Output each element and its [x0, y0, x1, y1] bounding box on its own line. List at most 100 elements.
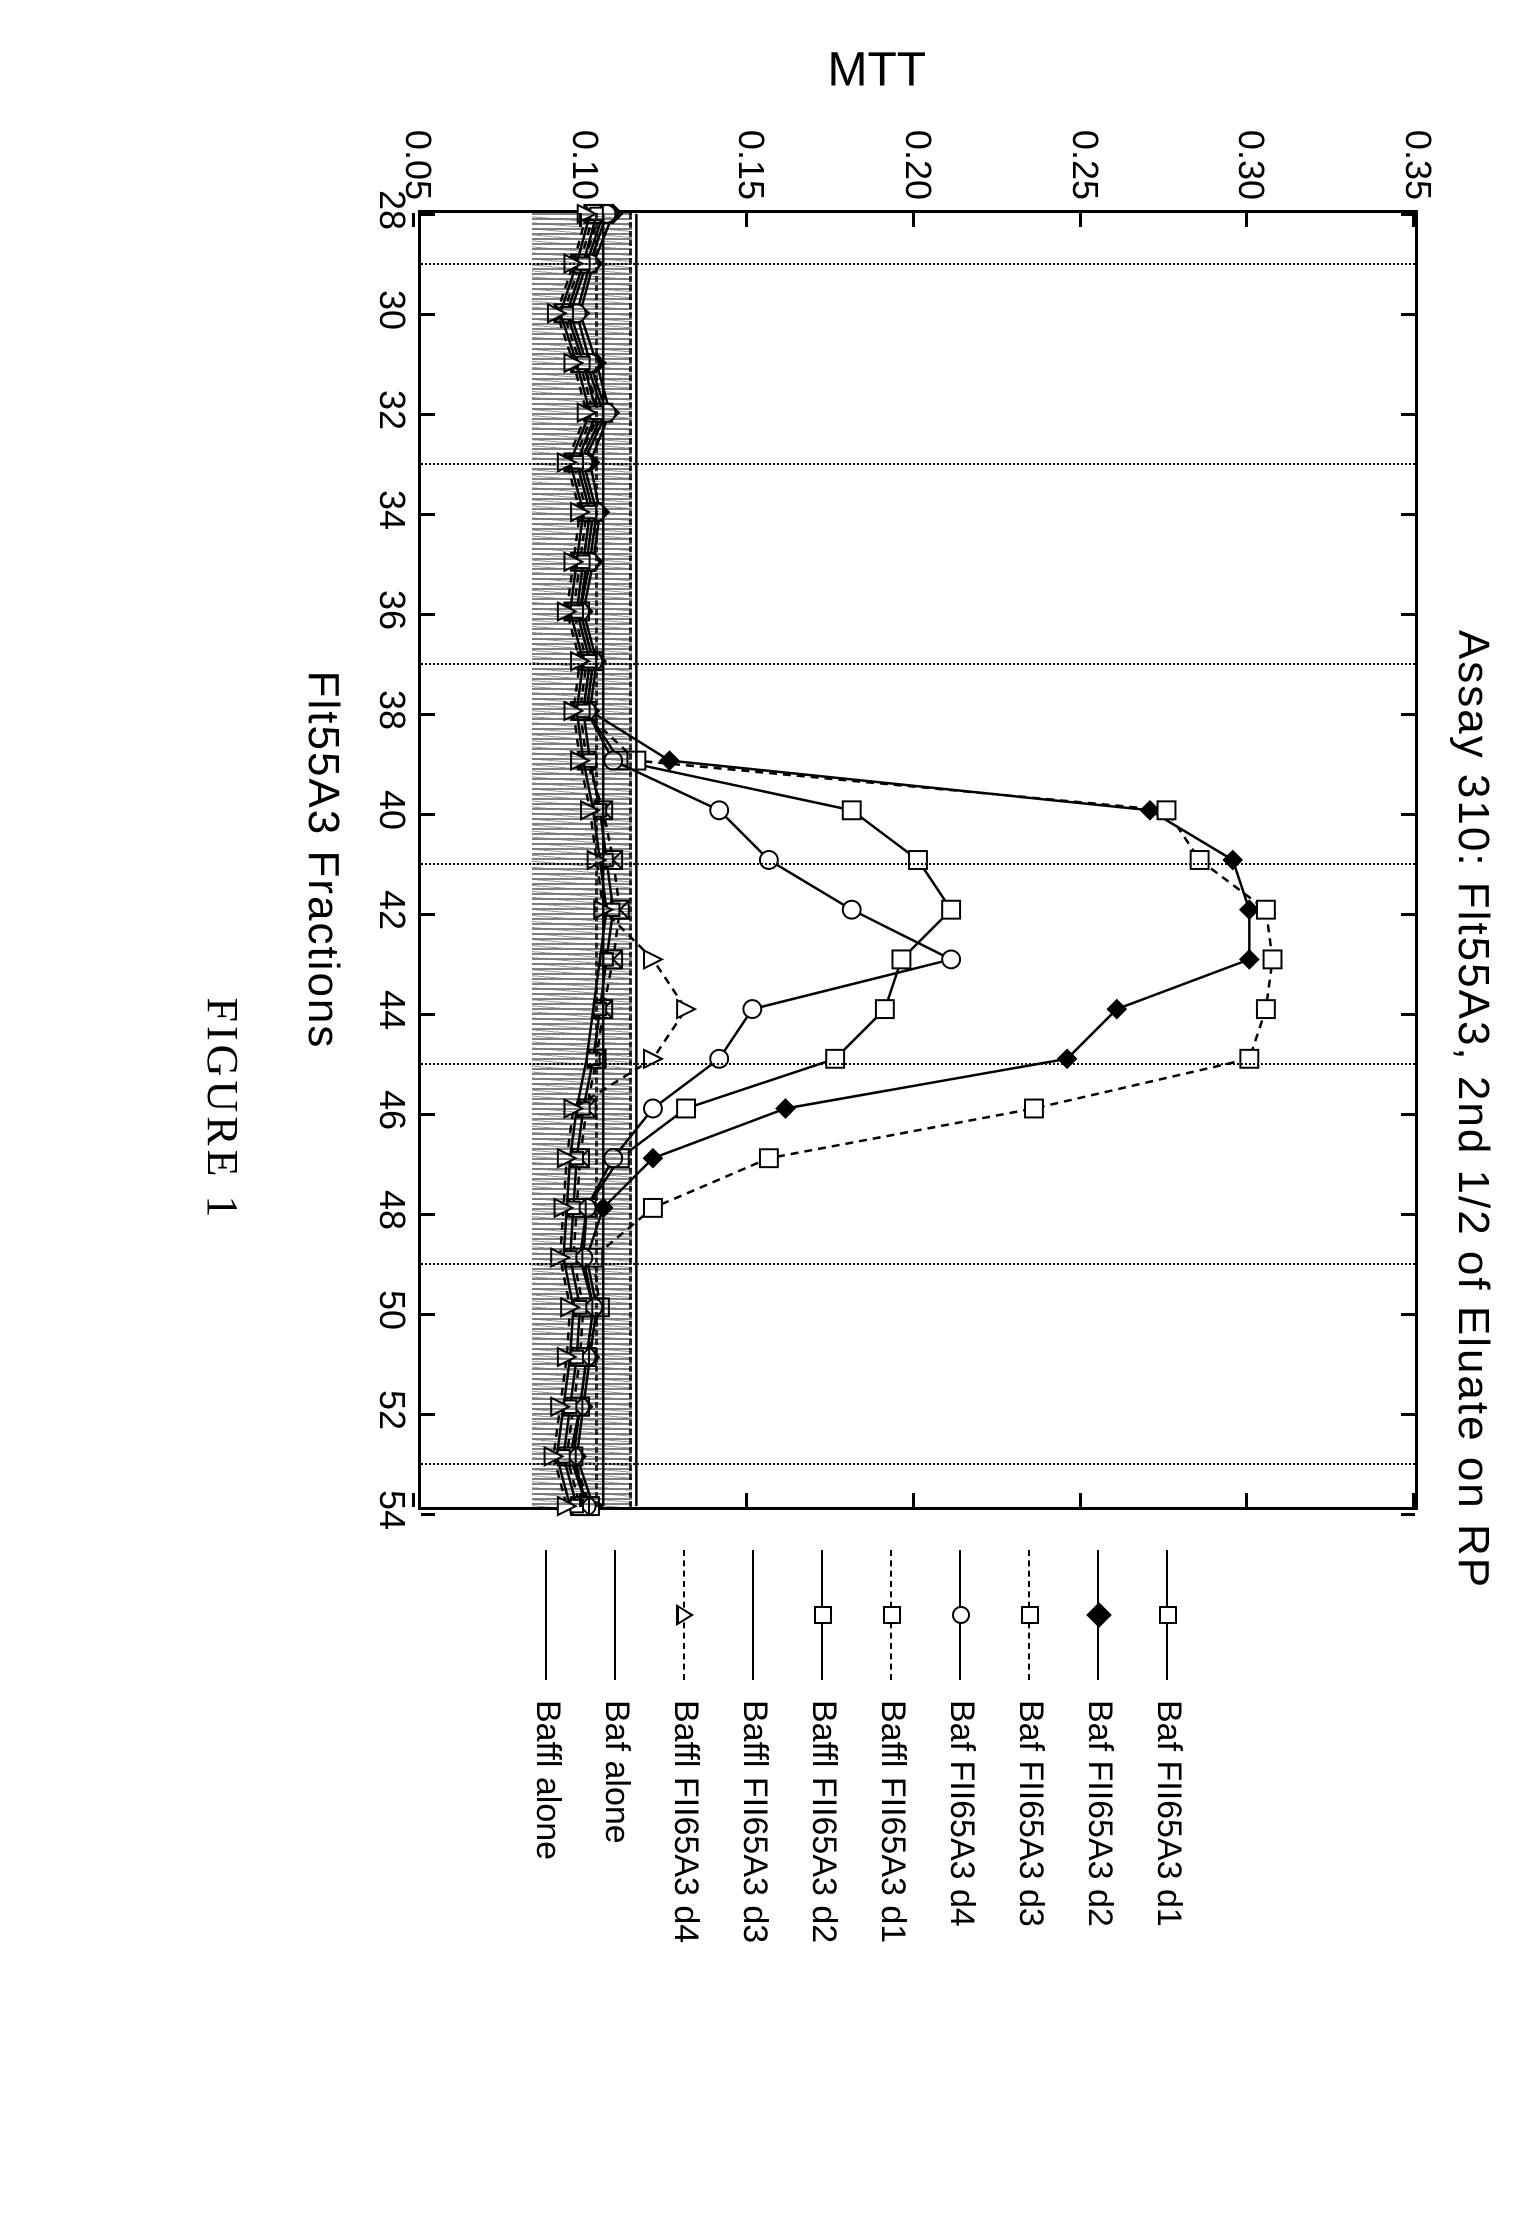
plot-column: 0.050.100.150.200.250.300.35 28303234363… — [298, 100, 1418, 1510]
axis-tick — [579, 213, 582, 227]
y-tick-label: 0.20 — [897, 130, 939, 200]
figure-caption: FIGURE 1 — [197, 40, 248, 2179]
axis-tick — [421, 313, 435, 316]
axis-tick — [1245, 213, 1248, 227]
legend-item: Baf alone — [597, 1550, 636, 1943]
axis-tick — [421, 513, 435, 516]
axis-tick — [745, 213, 748, 227]
x-tick-label: 48 — [371, 1190, 413, 1230]
x-tick-label: 42 — [371, 890, 413, 930]
axis-tick — [1401, 913, 1415, 916]
axis-tick — [1401, 1413, 1415, 1416]
y-tick-label: 0.25 — [1064, 130, 1106, 200]
axis-tick — [1079, 1493, 1082, 1507]
axis-tick — [579, 1493, 582, 1507]
legend-item: Baffl FII65A3 d4 — [666, 1550, 705, 1943]
axis-tick — [1412, 1493, 1415, 1507]
legend-label: Baf FII65A3 d1 — [1149, 1700, 1188, 1927]
y-axis-label: MTT — [828, 43, 888, 98]
axis-tick — [421, 713, 435, 716]
chart-title: Assay 310: Flt55A3, 2nd 1/2 of Eluate on… — [1448, 40, 1498, 2179]
rotated-chart-container: Assay 310: Flt55A3, 2nd 1/2 of Eluate on… — [40, 40, 1498, 2179]
axis-tick — [1079, 213, 1082, 227]
axis-tick — [1401, 1113, 1415, 1116]
legend-line-icon — [1085, 1550, 1115, 1680]
axis-tick — [421, 1413, 435, 1416]
legend-marker-icon — [1022, 1606, 1040, 1624]
legend-marker-icon — [1087, 1602, 1112, 1627]
axis-tick — [421, 813, 435, 816]
y-tick-label: 0.35 — [1397, 130, 1439, 200]
axis-tick — [1401, 513, 1415, 516]
legend-marker-icon — [1160, 1606, 1178, 1624]
axis-tick — [1401, 1513, 1415, 1516]
legend-line-icon — [1016, 1550, 1046, 1680]
axis-tick — [421, 213, 435, 216]
axis-tick — [421, 1513, 435, 1516]
y-tick-label: 0.30 — [1230, 130, 1272, 200]
legend-label: Baf alone — [597, 1700, 636, 1844]
axis-tick — [421, 1213, 435, 1216]
legend-item: Baffl FII65A3 d3 — [735, 1550, 774, 1943]
x-tick-label: 52 — [371, 1390, 413, 1430]
x-tick-label: 50 — [371, 1290, 413, 1330]
legend-label: Baffl FII65A3 d1 — [873, 1700, 912, 1943]
axis-tick — [421, 913, 435, 916]
legend-marker-icon — [953, 1606, 971, 1624]
axis-tick — [912, 213, 915, 227]
x-tick-label: 46 — [371, 1090, 413, 1130]
legend-line-icon — [1154, 1550, 1184, 1680]
axis-tick — [421, 1313, 435, 1316]
axis-tick — [1401, 313, 1415, 316]
chart-wrapper: Assay 310: Flt55A3, 2nd 1/2 of Eluate on… — [40, 40, 1498, 2179]
y-tick-label: 0.15 — [730, 130, 772, 200]
legend-item: Baf FII65A3 d3 — [1011, 1550, 1050, 1943]
chart-body: MTT 0.050.100.150.200.250.300.35 2830323… — [308, 40, 1408, 2179]
legend-label: Baf FII65A3 d3 — [1011, 1700, 1050, 1927]
axis-tick — [1245, 1493, 1248, 1507]
legend-marker-icon — [677, 1604, 695, 1626]
axis-tick — [912, 1493, 915, 1507]
x-ticks: 2830323436384042444648505254 — [358, 210, 418, 1510]
x-tick-label: 32 — [371, 390, 413, 430]
axis-tick — [745, 1493, 748, 1507]
legend-line-icon — [533, 1550, 563, 1680]
axis-tick — [421, 413, 435, 416]
axis-tick — [1401, 413, 1415, 416]
legend-line-icon — [809, 1550, 839, 1680]
legend-item: Baffl FII65A3 d1 — [873, 1550, 912, 1943]
y-ticks: 0.050.100.150.200.250.300.35 — [418, 100, 1418, 210]
legend-line-icon — [740, 1550, 770, 1680]
x-tick-label: 36 — [371, 590, 413, 630]
plot-area — [418, 210, 1418, 1510]
legend-label: Baffl FII65A3 d2 — [804, 1700, 843, 1943]
x-tick-label: 34 — [371, 490, 413, 530]
legend-label: Baffl FII65A3 d3 — [735, 1700, 774, 1943]
legend: Baf FII65A3 d1 Baf FII65A3 d2 Baf FII65A3 … — [528, 1550, 1188, 1943]
axis-tick — [1401, 213, 1415, 216]
legend-item: Baffl alone — [528, 1550, 567, 1943]
legend-line-icon — [602, 1550, 632, 1680]
legend-item: Baf FII65A3 d1 — [1149, 1550, 1188, 1943]
legend-line-icon — [671, 1550, 701, 1680]
legend-label: Baffl FII65A3 d4 — [666, 1700, 705, 1943]
legend-line-icon — [947, 1550, 977, 1680]
axis-tick — [421, 1113, 435, 1116]
legend-label: Baf FII65A3 d4 — [942, 1700, 981, 1927]
x-axis-label: Flt55A3 Fractions — [298, 210, 348, 1510]
noise-band — [532, 213, 632, 1507]
x-tick-label: 30 — [371, 290, 413, 330]
x-tick-label: 28 — [371, 190, 413, 230]
axis-tick — [1401, 713, 1415, 716]
x-tick-label: 44 — [371, 990, 413, 1030]
x-tick-label: 38 — [371, 690, 413, 730]
legend-item: Baf FII65A3 d2 — [1080, 1550, 1119, 1943]
legend-label: Baffl alone — [528, 1700, 567, 1860]
axis-tick — [1401, 1313, 1415, 1316]
axis-tick — [421, 613, 435, 616]
legend-item: Baf FII65A3 d4 — [942, 1550, 981, 1943]
y-tick-label: 0.10 — [564, 130, 606, 200]
axis-tick — [421, 1013, 435, 1016]
axis-tick — [1401, 1013, 1415, 1016]
axis-tick — [1401, 813, 1415, 816]
